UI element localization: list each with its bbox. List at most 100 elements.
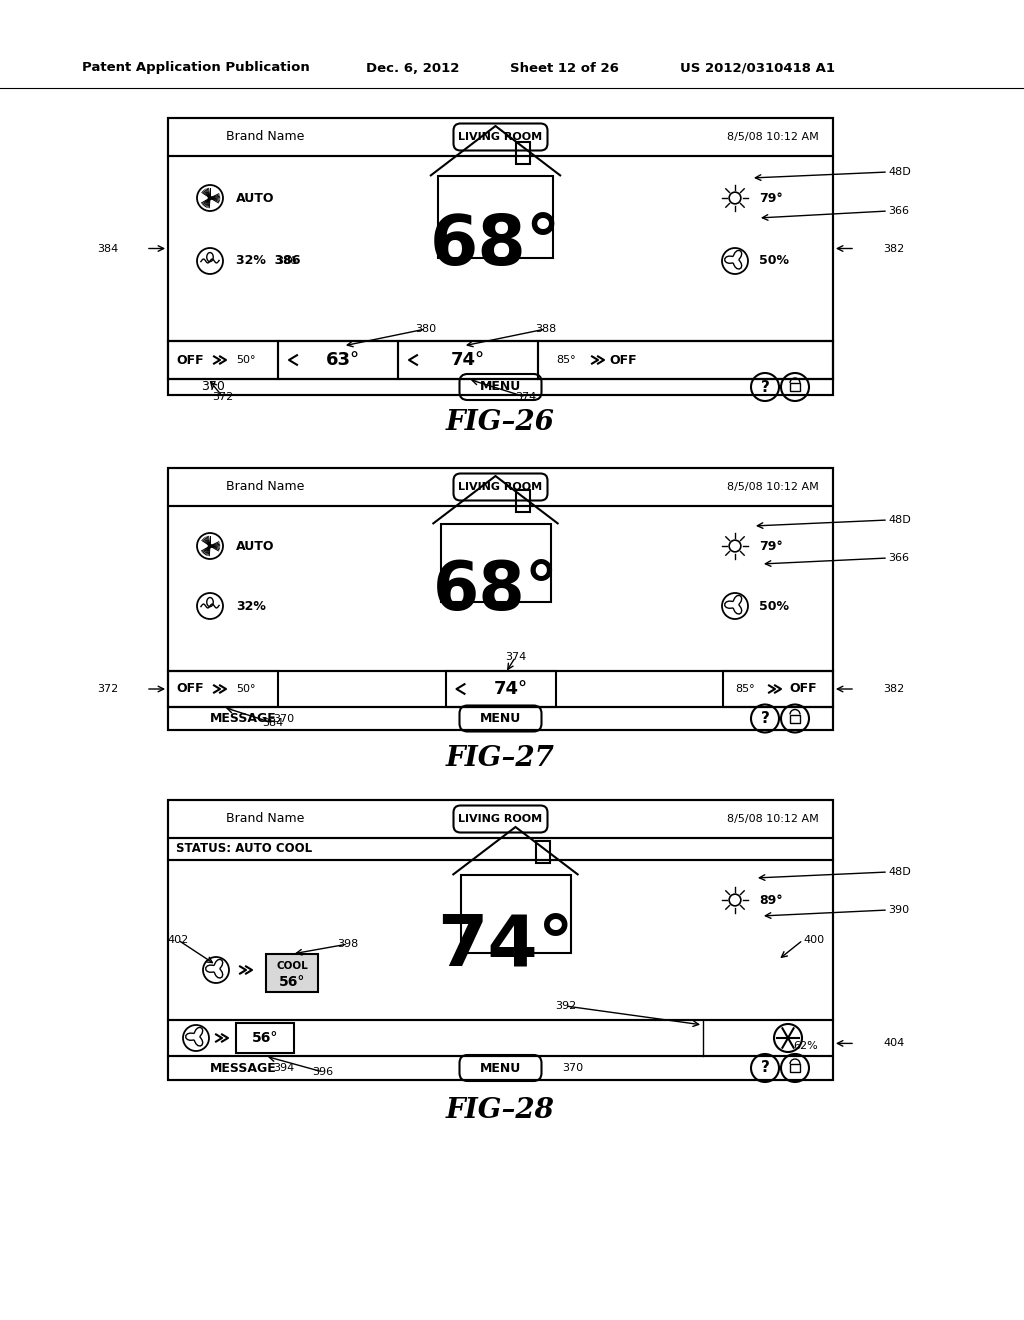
Text: 62%: 62%	[794, 1041, 818, 1051]
Text: LIVING ROOM: LIVING ROOM	[459, 132, 543, 143]
Text: 388: 388	[535, 323, 556, 334]
Text: 374: 374	[515, 392, 537, 403]
Text: US 2012/0310418 A1: US 2012/0310418 A1	[680, 62, 835, 74]
Text: 366: 366	[888, 206, 909, 216]
Text: STATUS: AUTO COOL: STATUS: AUTO COOL	[176, 842, 312, 855]
Bar	[168, 469, 833, 730]
Text: 50%: 50%	[759, 255, 790, 268]
Text: ?: ?	[761, 1060, 769, 1076]
Bar	[266, 954, 318, 993]
Text: 380: 380	[415, 323, 436, 334]
Text: 372: 372	[212, 392, 233, 403]
Bar	[168, 671, 833, 708]
Bar	[168, 671, 278, 708]
Bar	[168, 1020, 833, 1056]
Text: 398: 398	[337, 939, 358, 949]
Text: LIVING ROOM: LIVING ROOM	[459, 814, 543, 824]
Bar	[790, 383, 800, 391]
Text: FIG–28: FIG–28	[446, 1097, 555, 1123]
Text: OFF: OFF	[790, 682, 817, 696]
Bar	[515, 143, 529, 164]
Text: 386: 386	[276, 256, 297, 267]
Text: 404: 404	[883, 1039, 904, 1048]
Text: 8/5/08 10:12 AM: 8/5/08 10:12 AM	[727, 814, 819, 824]
Text: 79°: 79°	[759, 540, 782, 553]
Text: AUTO: AUTO	[236, 540, 274, 553]
Text: FIG–26: FIG–26	[446, 409, 555, 437]
Bar	[278, 341, 398, 379]
Text: 50°: 50°	[237, 355, 256, 366]
Text: FIG–27: FIG–27	[446, 744, 555, 771]
Bar	[168, 379, 833, 395]
Text: 74°: 74°	[437, 912, 573, 981]
Bar	[790, 714, 800, 722]
Text: ?: ?	[761, 380, 769, 395]
Text: 8/5/08 10:12 AM: 8/5/08 10:12 AM	[727, 482, 819, 492]
Bar	[445, 671, 555, 708]
Text: MESSAGE: MESSAGE	[210, 711, 276, 725]
Text: 384: 384	[262, 718, 284, 729]
Bar	[168, 1056, 833, 1080]
Text: 396: 396	[312, 1067, 334, 1077]
Text: Brand Name: Brand Name	[226, 480, 304, 494]
Text: 372: 372	[96, 684, 118, 694]
Bar	[168, 341, 278, 379]
Text: Patent Application Publication: Patent Application Publication	[82, 62, 309, 74]
Bar	[538, 341, 833, 379]
Text: Brand Name: Brand Name	[226, 813, 304, 825]
Text: 68°: 68°	[432, 558, 558, 624]
Text: 384: 384	[96, 243, 118, 253]
Text: 85°: 85°	[735, 684, 755, 694]
Bar	[790, 1064, 800, 1072]
Text: 79°: 79°	[759, 191, 782, 205]
Text: 48D: 48D	[888, 168, 910, 177]
Text: 48D: 48D	[888, 515, 910, 525]
Text: 32%  386: 32% 386	[236, 255, 300, 268]
Text: LIVING ROOM: LIVING ROOM	[459, 482, 543, 492]
Text: MENU: MENU	[480, 380, 521, 393]
Bar	[440, 524, 551, 602]
Text: 382: 382	[883, 684, 904, 694]
Text: ?: ?	[761, 711, 769, 726]
Text: 56°: 56°	[279, 975, 305, 989]
Text: 89°: 89°	[759, 894, 782, 907]
Text: OFF: OFF	[609, 354, 637, 367]
Text: 366: 366	[888, 553, 909, 564]
Text: OFF: OFF	[176, 354, 204, 367]
Text: 50%: 50%	[759, 599, 790, 612]
Text: MESSAGE: MESSAGE	[210, 1061, 276, 1074]
Bar	[168, 117, 833, 156]
Text: 370: 370	[273, 714, 294, 723]
Bar	[515, 490, 529, 512]
Bar	[461, 875, 570, 953]
Text: Sheet 12 of 26: Sheet 12 of 26	[510, 62, 618, 74]
Text: 382: 382	[883, 243, 904, 253]
Text: 68°: 68°	[430, 213, 561, 280]
Bar	[723, 671, 833, 708]
Text: COOL: COOL	[276, 961, 308, 972]
Text: 74°: 74°	[494, 680, 527, 698]
Text: 400: 400	[803, 935, 824, 945]
Text: OFF: OFF	[176, 682, 204, 696]
Bar	[168, 708, 833, 730]
Text: Brand Name: Brand Name	[226, 131, 304, 144]
Text: 74°: 74°	[451, 351, 485, 370]
Text: 370: 370	[562, 1063, 584, 1073]
Bar	[168, 861, 833, 1020]
Bar	[168, 800, 833, 838]
Text: 56°: 56°	[252, 1031, 279, 1045]
Text: MENU: MENU	[480, 1061, 521, 1074]
Bar	[168, 469, 833, 506]
Bar	[168, 506, 833, 671]
Bar	[236, 1023, 294, 1053]
Text: 374: 374	[505, 652, 526, 663]
Text: 85°: 85°	[556, 355, 575, 366]
Text: 8/5/08 10:12 AM: 8/5/08 10:12 AM	[727, 132, 819, 143]
Text: 32%: 32%	[236, 599, 266, 612]
Circle shape	[208, 195, 212, 201]
Bar	[168, 341, 833, 379]
Circle shape	[208, 544, 212, 548]
Text: 392: 392	[555, 1001, 577, 1011]
Text: MENU: MENU	[480, 711, 521, 725]
Bar	[398, 341, 538, 379]
